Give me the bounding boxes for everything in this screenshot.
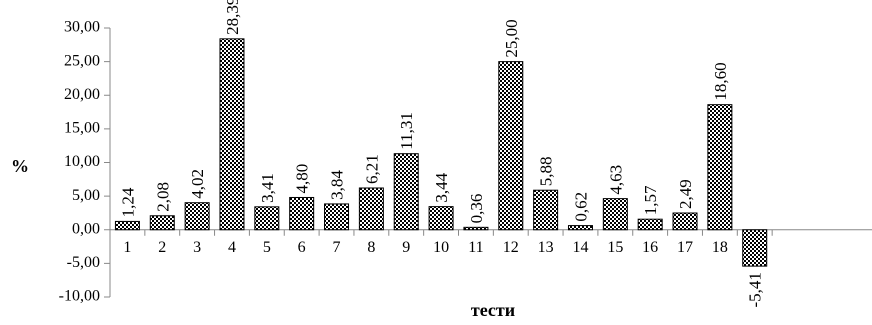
y-tick-label: -10,00 [59, 288, 100, 305]
y-tick-label: 0,00 [72, 220, 100, 237]
data-label: 25,00 [502, 19, 521, 57]
x-tick-label: 12 [503, 239, 519, 256]
data-label: 11,31 [397, 112, 416, 150]
x-tick-label: 18 [712, 239, 728, 256]
bar [393, 153, 419, 231]
x-tick-label: 16 [642, 239, 658, 256]
bar [184, 202, 210, 231]
data-label: 3,84 [328, 170, 347, 200]
y-tick-label: -5,00 [67, 254, 100, 271]
x-tick-label: 17 [677, 239, 693, 256]
bar [149, 215, 175, 231]
y-tick-label: 25,00 [64, 52, 100, 69]
y-axis: 30,00 25,00 20,00 15,00 10,00 5,00 0,00 -5,00 -1… [59, 19, 111, 305]
x-tick-label: 15 [607, 239, 623, 256]
bar [463, 226, 489, 231]
data-label: 4,63 [606, 165, 625, 195]
bar [567, 225, 593, 231]
bar [498, 61, 524, 231]
data-label: 3,41 [258, 173, 277, 203]
bar [637, 218, 663, 231]
bar [289, 196, 315, 231]
x-tick-label: 14 [572, 239, 588, 256]
data-label: 2,08 [153, 182, 172, 212]
bar [358, 187, 384, 231]
data-label: 3,44 [432, 172, 451, 202]
x-tick-label: 9 [402, 239, 410, 256]
x-axis-title: тести [471, 300, 515, 320]
bar [707, 104, 733, 231]
bar [219, 38, 245, 231]
bar [602, 198, 628, 231]
x-tick-label: 5 [263, 239, 271, 256]
data-label: 28,39 [223, 0, 242, 35]
bar [428, 206, 454, 231]
data-label: 1,24 [118, 187, 137, 217]
bar [324, 203, 350, 231]
x-tick-label: 6 [298, 239, 306, 256]
bar [742, 229, 768, 267]
data-label: 4,80 [293, 164, 312, 194]
data-label: 0,62 [571, 192, 590, 222]
bar [672, 212, 698, 231]
y-tick-label: 20,00 [64, 86, 100, 103]
data-label: 0,36 [467, 194, 486, 224]
x-tick-label: 3 [193, 239, 201, 256]
data-label: 2,49 [676, 179, 695, 209]
y-tick-label: 30,00 [64, 19, 100, 36]
data-label: 1,57 [641, 185, 660, 215]
data-labels: 1,24 2,08 4,02 28,39 3,41 4,80 3,84 6,21 11,31 3,… [118, 0, 764, 308]
x-tick-label: 8 [367, 239, 375, 256]
data-label: 5,88 [537, 156, 556, 186]
x-tick-label: 4 [228, 239, 236, 256]
bar [114, 220, 140, 231]
x-tick-label: 2 [158, 239, 166, 256]
x-tick-label: 1 [123, 239, 131, 256]
data-label: 4,02 [188, 169, 207, 199]
bars-series [114, 38, 768, 267]
y-tick-label: 5,00 [72, 187, 100, 204]
y-tick-label: 15,00 [64, 120, 100, 137]
x-tick-label: 10 [433, 239, 449, 256]
bar [254, 206, 280, 231]
x-tick-label: 7 [333, 239, 341, 256]
x-tick-label: 11 [468, 239, 483, 256]
data-label: -5,41 [746, 272, 765, 307]
data-label: 18,60 [711, 62, 730, 100]
bar [533, 189, 559, 231]
y-tick-label: 10,00 [64, 153, 100, 170]
x-tick-label: 13 [538, 239, 554, 256]
data-label: 6,21 [362, 154, 381, 184]
y-axis-title: % [11, 156, 29, 176]
